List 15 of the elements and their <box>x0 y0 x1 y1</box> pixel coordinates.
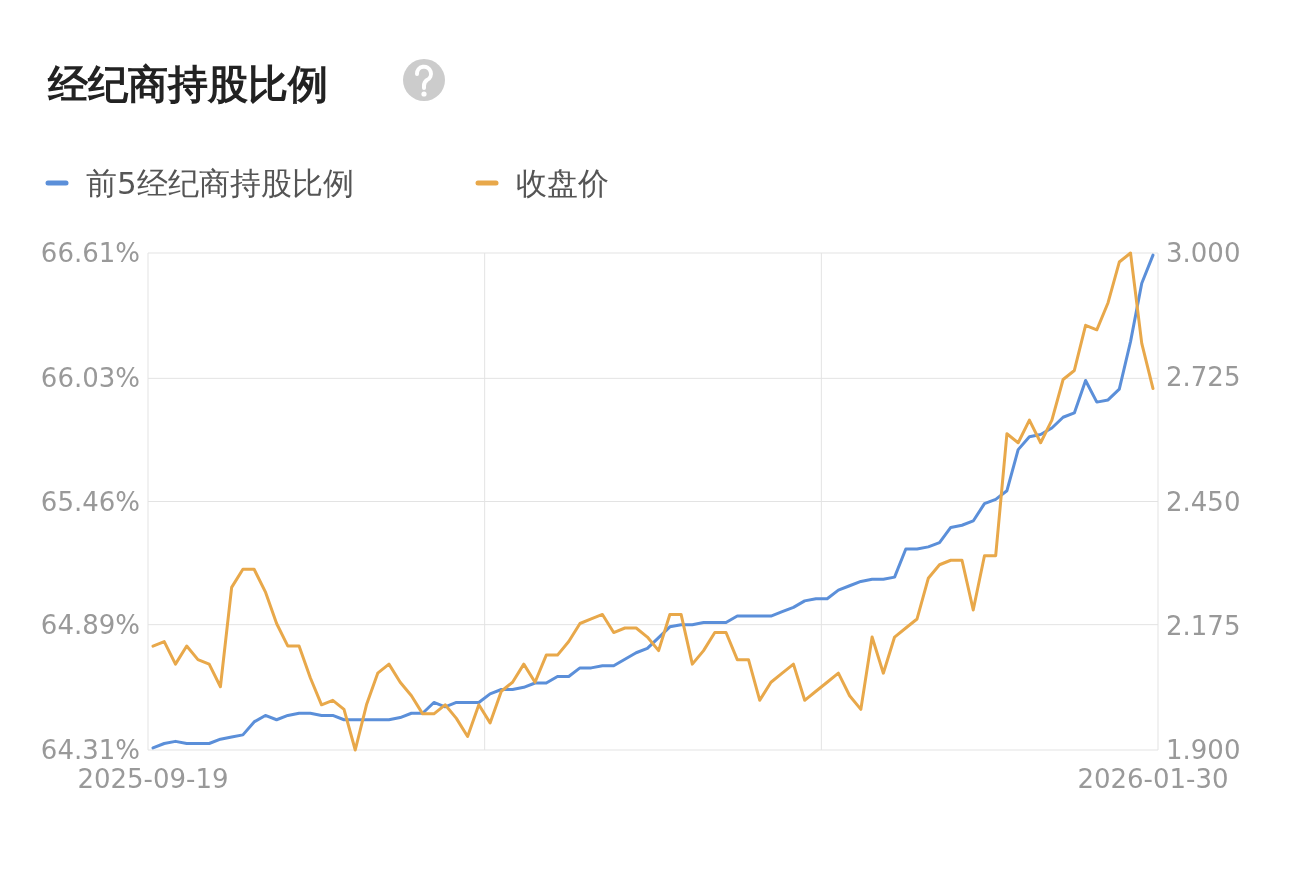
x-tick-label: 2026-01-30 <box>1077 764 1229 794</box>
y2-tick-label: 2.725 <box>1166 362 1241 393</box>
chart-title: 经纪商持股比例 <box>47 61 328 107</box>
y-tick-label: 65.46% <box>40 486 140 517</box>
y2-tick-label: 2.450 <box>1166 486 1241 517</box>
y-tick-label: 64.89% <box>40 609 140 640</box>
x-tick-label: 2025-09-19 <box>77 764 229 794</box>
y-tick-label: 66.61% <box>40 238 140 268</box>
legend-label: 收盘价 <box>516 165 609 201</box>
y2-tick-label: 2.175 <box>1166 610 1241 641</box>
y-tick-label: 64.31% <box>40 735 140 765</box>
y2-tick-label: 3.000 <box>1166 238 1241 268</box>
y2-tick-label: 1.900 <box>1166 735 1241 765</box>
legend-label: 前5经纪商持股比例 <box>86 165 354 201</box>
y-tick-label: 66.03% <box>40 363 140 394</box>
